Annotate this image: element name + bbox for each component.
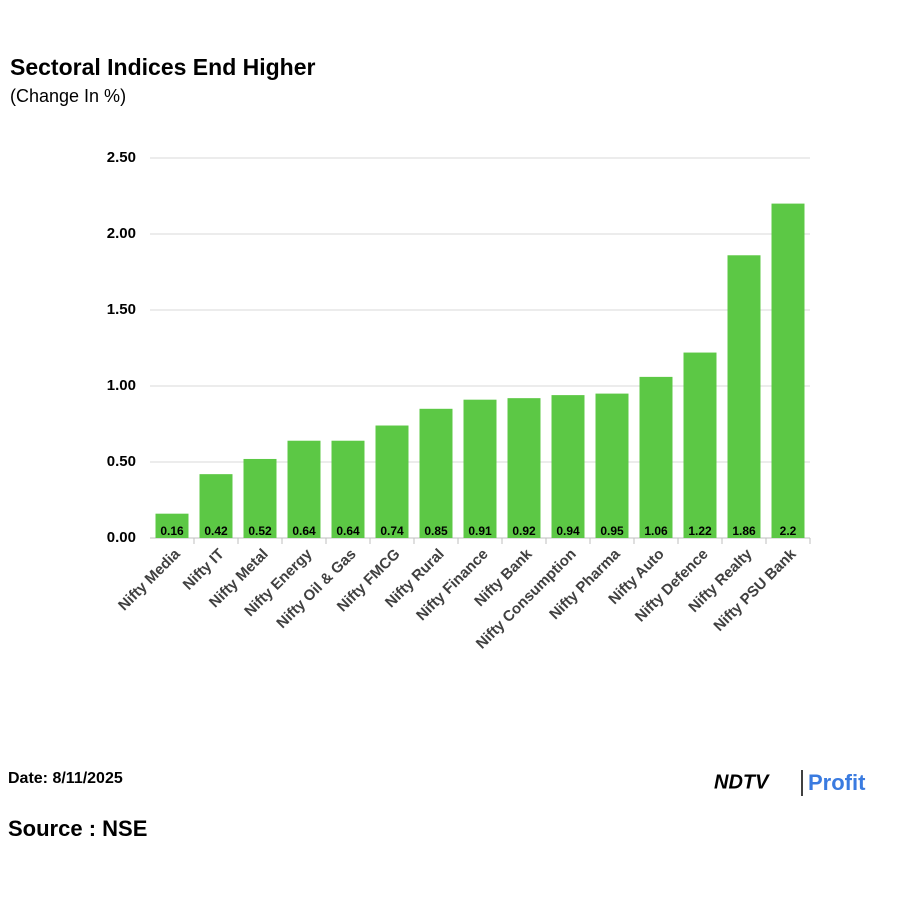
value-label: 0.64 <box>336 524 360 538</box>
bar <box>155 513 189 538</box>
value-label: 1.22 <box>688 524 712 538</box>
bar <box>199 474 233 538</box>
x-tick-label: Nifty PSU Bank <box>710 545 800 635</box>
value-label: 2.2 <box>780 524 797 538</box>
value-label: 0.16 <box>160 524 184 538</box>
y-tick-label: 0.00 <box>107 529 136 546</box>
y-tick-label: 1.50 <box>107 301 136 318</box>
bar <box>595 393 629 538</box>
x-tick-label: Nifty Media <box>115 545 184 614</box>
bar <box>507 398 541 538</box>
y-tick-label: 2.00 <box>107 225 136 242</box>
chart-title: Sectoral Indices End Higher <box>10 54 316 80</box>
value-label: 0.91 <box>468 524 492 538</box>
bar <box>463 399 497 538</box>
x-tick-label: Nifty Oil & Gas <box>273 546 359 632</box>
value-label: 0.42 <box>204 524 228 538</box>
bar <box>771 203 805 538</box>
y-tick-label: 0.50 <box>107 453 136 470</box>
value-label: 0.92 <box>512 524 536 538</box>
bar <box>551 395 585 538</box>
bar <box>683 352 717 538</box>
bar <box>639 376 673 538</box>
value-label: 1.86 <box>732 524 756 538</box>
bar <box>331 440 365 538</box>
chart-subtitle: (Change In %) <box>10 86 126 106</box>
bar <box>287 440 321 538</box>
bar <box>243 458 277 538</box>
value-label: 0.64 <box>292 524 316 538</box>
logo-profit: Profit <box>808 770 866 795</box>
y-tick-label: 2.50 <box>107 149 136 166</box>
date: Date: 8/11/2025 <box>8 770 123 787</box>
value-label: 0.94 <box>556 524 580 538</box>
value-label: 0.74 <box>380 524 404 538</box>
logo-ndtv: NDTV <box>714 771 770 793</box>
value-label: 0.85 <box>424 524 448 538</box>
value-label: 1.06 <box>644 524 668 538</box>
bar <box>375 425 409 538</box>
bar <box>727 255 761 538</box>
source: Source : NSE <box>8 816 147 841</box>
value-label: 0.95 <box>600 524 624 538</box>
y-tick-label: 1.00 <box>107 377 136 394</box>
bar <box>419 408 453 538</box>
value-label: 0.52 <box>248 524 272 538</box>
